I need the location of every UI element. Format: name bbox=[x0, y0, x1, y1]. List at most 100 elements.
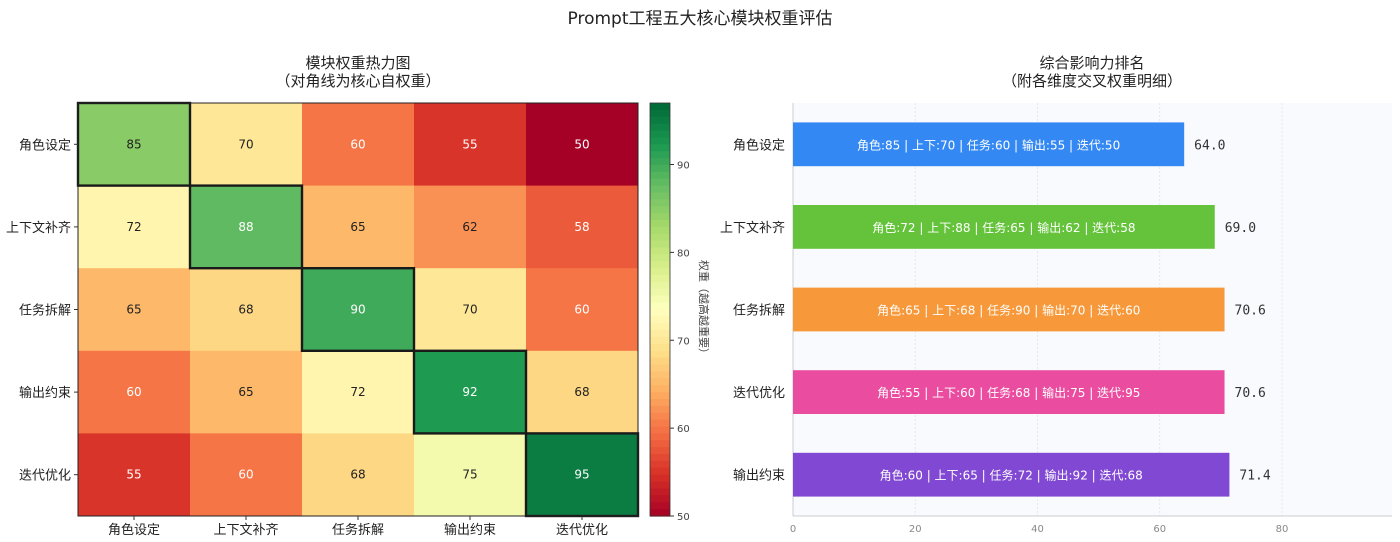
colorbar-segment bbox=[650, 151, 670, 159]
colorbar-segment bbox=[650, 412, 670, 421]
colorbar-segment bbox=[650, 288, 670, 297]
bar bbox=[793, 122, 1185, 167]
x-tick-label: 角色设定 bbox=[108, 522, 160, 538]
heatmap-cell bbox=[414, 350, 527, 434]
y-tick-label: 输出约束 bbox=[19, 385, 71, 401]
heatmap-cell bbox=[78, 103, 191, 187]
bar-detail-label: 角色:55 | 上下:60 | 任务:68 | 输出:75 | 迭代:95 bbox=[877, 385, 1140, 400]
colorbar-segment bbox=[650, 323, 670, 331]
colorbar-segment bbox=[650, 474, 670, 483]
bar-chart-subtitle: （附各维度交叉权重明细） bbox=[1002, 72, 1182, 90]
heatmap-cell-value: 88 bbox=[238, 220, 253, 234]
colorbar-segment bbox=[650, 206, 670, 214]
colorbar-segment bbox=[650, 502, 670, 510]
bar bbox=[793, 287, 1225, 332]
heatmap-cell-value: 70 bbox=[462, 303, 477, 317]
bar-detail-label: 角色:72 | 上下:88 | 任务:65 | 输出:62 | 迭代:58 bbox=[872, 220, 1135, 235]
heatmap-cell bbox=[190, 268, 303, 352]
colorbar-segment bbox=[650, 185, 670, 194]
colorbar-segment bbox=[650, 495, 670, 503]
y-tick-label: 上下文补齐 bbox=[6, 220, 71, 236]
category-label: 输出约束 bbox=[733, 468, 785, 484]
bar-detail-label: 角色:60 | 上下:65 | 任务:72 | 输出:92 | 迭代:68 bbox=[880, 468, 1143, 483]
heatmap-cell bbox=[414, 268, 527, 352]
colorbar: 50 60 70 80 90 bbox=[649, 102, 690, 523]
colorbar-segment bbox=[650, 481, 670, 490]
colorbar-segment bbox=[650, 247, 670, 256]
colorbar-segment bbox=[650, 309, 670, 317]
colorbar-segment bbox=[650, 509, 670, 517]
y-tick-label: 任务拆解 bbox=[19, 303, 71, 319]
heatmap-cell-value: 65 bbox=[350, 220, 365, 234]
bar bbox=[793, 370, 1225, 414]
heatmap-cell bbox=[78, 433, 191, 517]
colorbar-segment bbox=[650, 316, 670, 324]
heatmap-cell bbox=[414, 433, 527, 517]
heatmap-cell bbox=[414, 185, 527, 269]
x-tick-label: 60 bbox=[1153, 524, 1166, 535]
colorbar-segment bbox=[650, 440, 670, 448]
heatmap-cell-value: 70 bbox=[238, 137, 253, 151]
x-tick-label: 输出约束 bbox=[444, 522, 496, 538]
colorbar-tick-label: 70 bbox=[677, 336, 690, 347]
colorbar-segment bbox=[650, 419, 670, 428]
heatmap-cell-value: 58 bbox=[574, 220, 589, 234]
heatmap-cell bbox=[526, 103, 639, 187]
bar-detail-label: 角色:65 | 上下:68 | 任务:90 | 输出:70 | 迭代:60 bbox=[877, 303, 1140, 318]
colorbar-segment bbox=[650, 178, 670, 187]
colorbar-segment bbox=[650, 433, 670, 441]
heatmap-cell-value: 72 bbox=[350, 385, 365, 399]
heatmap-cell-value: 50 bbox=[574, 137, 589, 151]
heatmap-cell bbox=[190, 350, 303, 434]
heatmap-cell bbox=[414, 103, 527, 187]
colorbar-segment bbox=[650, 385, 670, 393]
colorbar-segment bbox=[650, 337, 670, 345]
bar-value-label: 69.0 bbox=[1225, 221, 1256, 236]
heatmap-cell bbox=[302, 433, 415, 517]
x-tick-label: 20 bbox=[909, 524, 922, 535]
bar-value-label: 70.6 bbox=[1235, 304, 1266, 319]
heatmap-cell bbox=[526, 268, 639, 352]
bar-chart-title: 综合影响力排名 bbox=[1039, 54, 1144, 72]
heatmap-cell-value: 55 bbox=[126, 468, 141, 482]
category-label: 角色设定 bbox=[733, 137, 785, 153]
x-tick-label: 迭代优化 bbox=[556, 523, 608, 538]
colorbar-segment bbox=[650, 254, 670, 262]
colorbar-segment bbox=[650, 467, 670, 476]
colorbar-segment bbox=[650, 240, 670, 249]
colorbar-segment bbox=[650, 405, 670, 414]
colorbar-tick-label: 50 bbox=[677, 512, 690, 523]
heatmap-cell bbox=[526, 350, 639, 434]
bar-chart: 0 20 40 60 80 角色:85 | 上下:70 | 任务:60 | 输出:55 |… bbox=[720, 103, 1392, 535]
category-label: 上下文补齐 bbox=[720, 220, 785, 236]
colorbar-segment bbox=[650, 343, 670, 352]
bar-value-label: 70.6 bbox=[1235, 386, 1266, 401]
heatmap-cell-value: 85 bbox=[126, 137, 141, 151]
colorbar-segment bbox=[650, 130, 670, 139]
heatmap-cell bbox=[78, 185, 191, 269]
colorbar-segment bbox=[650, 199, 670, 207]
bar-detail-label: 角色:85 | 上下:70 | 任务:60 | 输出:55 | 迭代:50 bbox=[857, 137, 1120, 152]
heatmap-cell bbox=[302, 350, 415, 434]
colorbar-segment bbox=[650, 261, 670, 269]
heatmap-cell-value: 68 bbox=[574, 385, 589, 399]
colorbar-segment bbox=[650, 295, 670, 304]
heatmap-cell-value: 65 bbox=[238, 385, 253, 399]
colorbar-segment bbox=[650, 103, 670, 111]
x-tick-label: 上下文补齐 bbox=[213, 522, 278, 538]
diagonal-highlight bbox=[188, 184, 304, 270]
heatmap: 85 70 60 55 50 72 88 65 62 58 65 68 90 70 60 60 65 72 92 68… bbox=[6, 101, 640, 538]
colorbar-segment bbox=[650, 371, 670, 379]
colorbar-segment bbox=[650, 268, 670, 276]
heatmap-cell bbox=[190, 433, 303, 517]
heatmap-subtitle: （对角线为核心自权重） bbox=[275, 72, 440, 90]
diagonal-highlight bbox=[300, 267, 416, 353]
colorbar-segment bbox=[650, 378, 670, 386]
x-tick-label: 0 bbox=[790, 524, 796, 535]
bar-value-label: 71.4 bbox=[1239, 469, 1270, 484]
heatmap-cell bbox=[78, 350, 191, 434]
heatmap-cell-value: 60 bbox=[238, 468, 253, 482]
heatmap-cell bbox=[190, 185, 303, 269]
